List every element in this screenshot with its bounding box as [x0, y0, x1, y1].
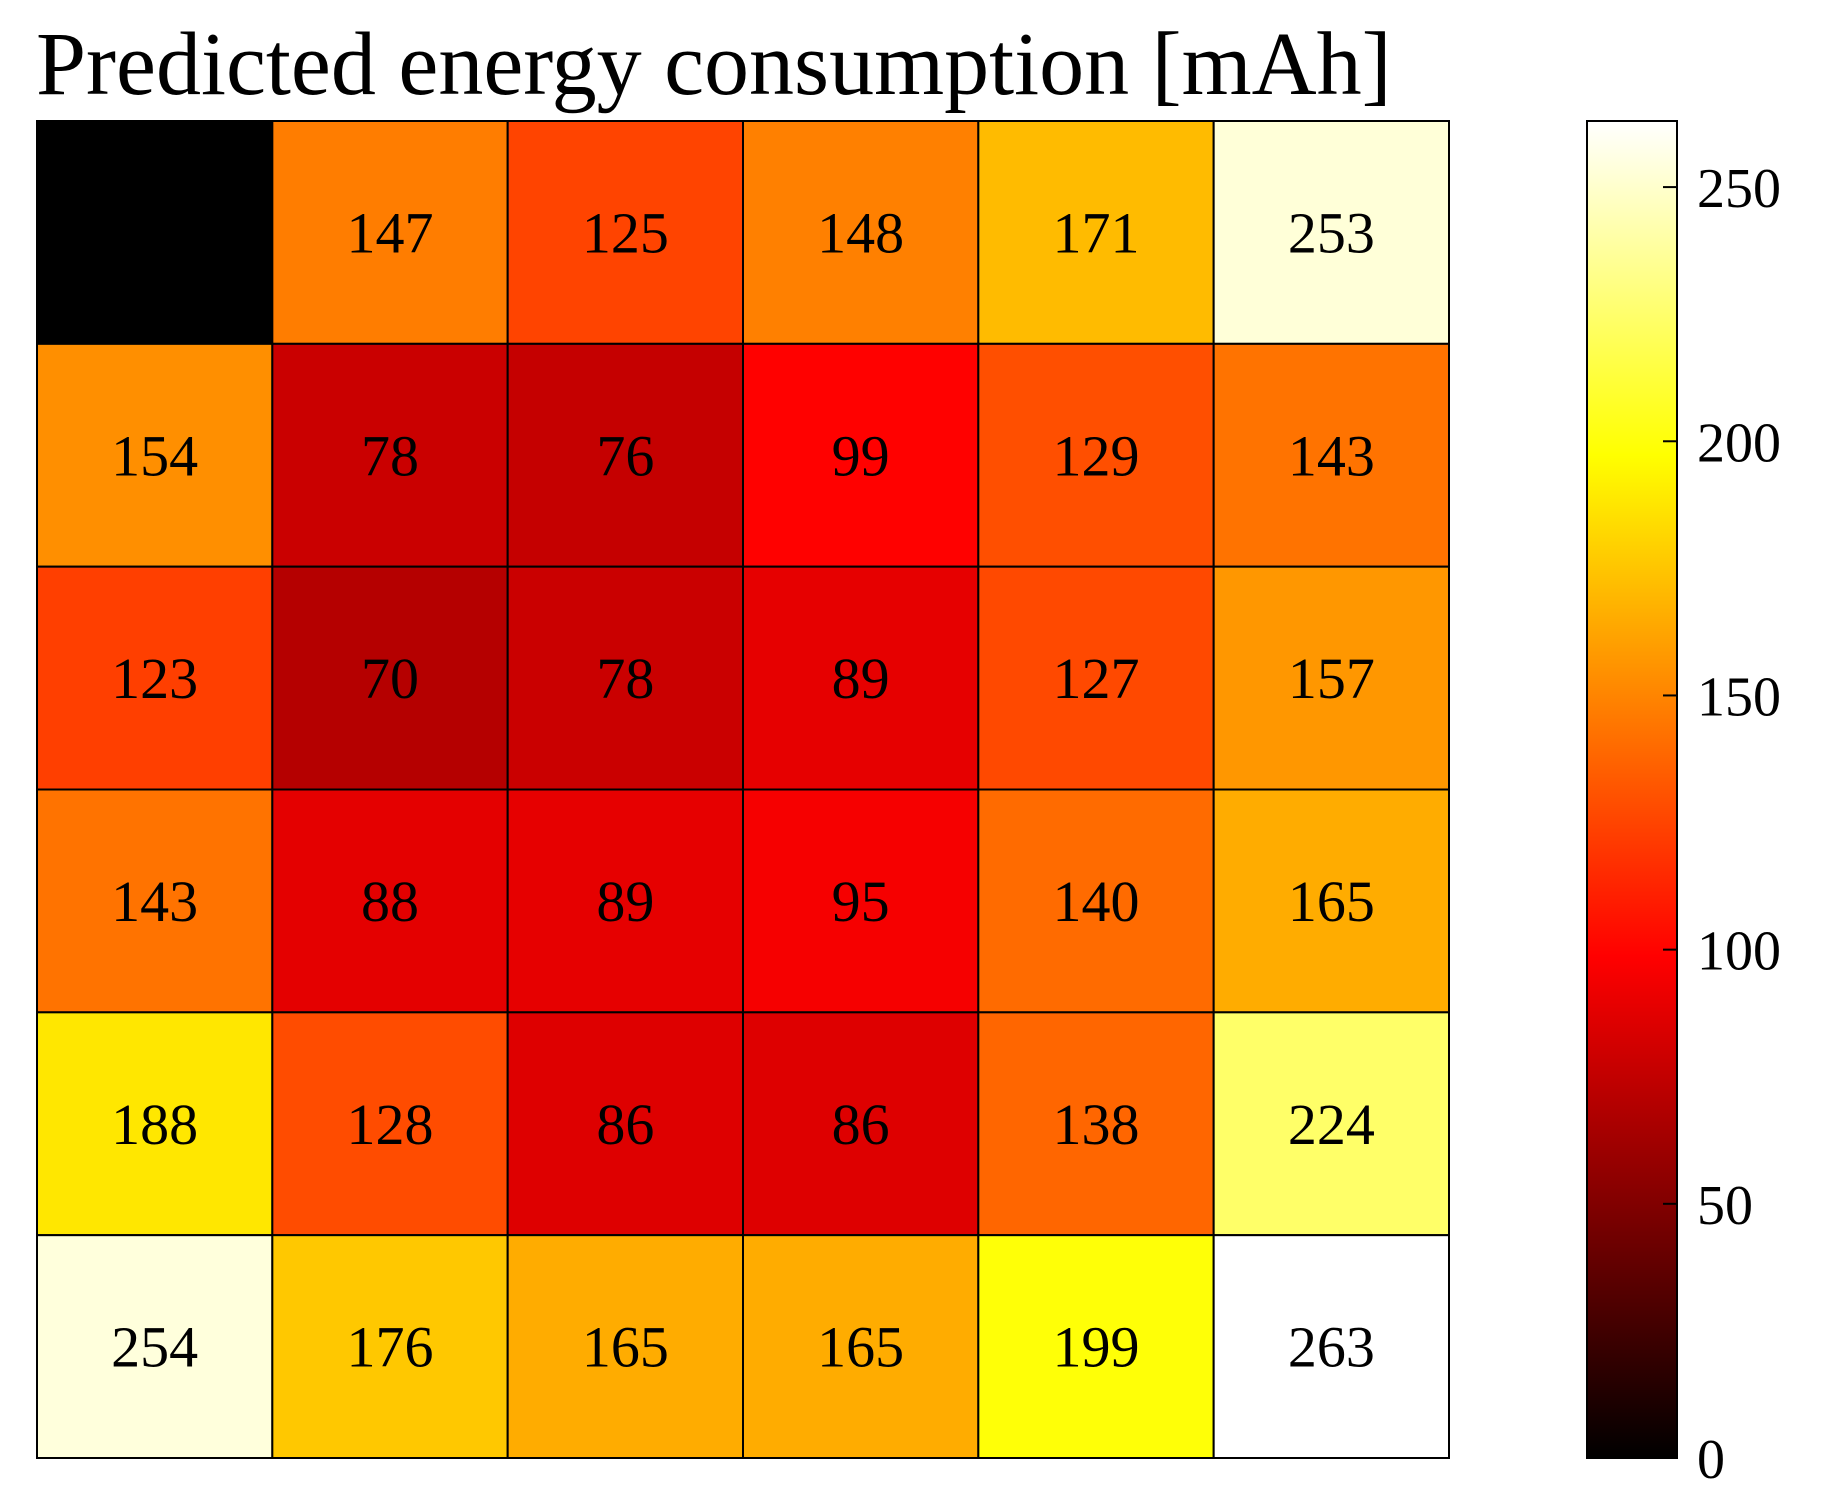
- heatmap-cell-r5-c1: [36, 1011, 274, 1237]
- heatmap-cell-r3-c1: [36, 565, 274, 791]
- heatmap-cell-labels: 147 125 148 171 253 154 78 76 99 129 143 123 70 78 89 1…: [111, 200, 1375, 1379]
- heatmap-cell-r4-c2: [271, 788, 509, 1014]
- colorbar-ticks: 0 50 100 150 200 250: [1663, 158, 1781, 1491]
- heatmap-cell-r6-c2: [271, 1234, 509, 1459]
- cell-label-r1-c2: 147: [347, 200, 434, 265]
- cell-label-r6-c2: 176: [347, 1315, 434, 1380]
- heatmap-cell-r6-c1: [36, 1234, 274, 1459]
- heatmap-cell-r6-c5: [977, 1234, 1215, 1459]
- cell-label-r6-c5: 199: [1053, 1315, 1140, 1380]
- heatmap-cell-r2-c5: [977, 342, 1215, 568]
- heatmap-cell-r4-c5: [977, 788, 1215, 1014]
- cell-label-r1-c5: 171: [1053, 200, 1140, 265]
- cell-label-r2-c3: 76: [596, 423, 654, 488]
- cell-label-r5-c1: 188: [111, 1092, 198, 1157]
- colorbar-tick-label-150: 150: [1697, 666, 1781, 728]
- heatmap-cell-r2-c2: [271, 342, 509, 568]
- cell-label-r1-c4: 148: [817, 200, 904, 265]
- heatmap-cell-r3-c4: [742, 565, 980, 791]
- heatmap-cell-r5-c3: [506, 1011, 744, 1237]
- colorbar-tick-label-200: 200: [1697, 412, 1781, 474]
- colorbar-tick-label-0: 0: [1697, 1429, 1725, 1491]
- cell-label-r3-c6: 157: [1288, 646, 1375, 711]
- heatmap-cell-r4-c4: [742, 788, 980, 1014]
- cell-label-r2-c1: 154: [111, 423, 198, 488]
- cell-label-r4-c3: 89: [596, 869, 654, 934]
- cell-label-r3-c3: 78: [596, 646, 654, 711]
- heatmap-cell-r2-c3: [506, 342, 744, 568]
- heatmap-cell-r1-c4: [742, 120, 980, 345]
- cell-label-r2-c4: 99: [832, 423, 890, 488]
- heatmap-cell-r6-c6: [1212, 1234, 1450, 1459]
- heatmap-cell-r2-c4: [742, 342, 980, 568]
- cell-label-r6-c6: 263: [1288, 1315, 1375, 1380]
- heatmap-cell-r1-c5: [977, 120, 1215, 345]
- cell-label-r6-c4: 165: [817, 1315, 904, 1380]
- cell-label-r5-c5: 138: [1053, 1092, 1140, 1157]
- colorbar: [1586, 120, 1678, 1459]
- heatmap-cell-r5-c6: [1212, 1011, 1450, 1237]
- cell-label-r6-c1: 254: [111, 1315, 198, 1380]
- cell-label-r3-c4: 89: [832, 646, 890, 711]
- cell-label-r5-c2: 128: [347, 1092, 434, 1157]
- cell-label-r3-c2: 70: [361, 646, 419, 711]
- cell-label-r5-c3: 86: [596, 1092, 654, 1157]
- cell-label-r2-c6: 143: [1288, 423, 1375, 488]
- cell-label-r4-c6: 165: [1288, 869, 1375, 934]
- heatmap-cell-r4-c1: [36, 788, 274, 1014]
- colorbar-tick-label-50: 50: [1697, 1175, 1753, 1237]
- cell-label-r2-c2: 78: [361, 423, 419, 488]
- cell-label-r1-c6: 253: [1288, 200, 1375, 265]
- cell-label-r4-c5: 140: [1053, 869, 1140, 934]
- cell-label-r3-c1: 123: [111, 646, 198, 711]
- cell-label-r5-c6: 224: [1288, 1092, 1375, 1157]
- cell-label-r2-c5: 129: [1053, 423, 1140, 488]
- cell-label-r4-c2: 88: [361, 869, 419, 934]
- heatmap-cell-r4-c6: [1212, 788, 1450, 1014]
- chart-title: Predicted energy consumption [mAh]: [36, 15, 1392, 114]
- heatmap-cell-r5-c2: [271, 1011, 509, 1237]
- heatmap-cell-r6-c4: [742, 1234, 980, 1459]
- colorbar-tick-label-250: 250: [1697, 158, 1781, 220]
- cell-label-r6-c3: 165: [582, 1315, 669, 1380]
- heatmap-cells: [36, 120, 1450, 1459]
- cell-label-r3-c5: 127: [1053, 646, 1140, 711]
- heatmap-cell-r4-c3: [506, 788, 744, 1014]
- heatmap-cell-r1-c2: [271, 120, 509, 345]
- heatmap-cell-r3-c5: [977, 565, 1215, 791]
- heatmap-cell-r3-c2: [271, 565, 509, 791]
- heatmap-cell-r1-c1: [36, 120, 274, 345]
- plot-frame: [36, 120, 1450, 1459]
- cell-label-r1-c3: 125: [582, 200, 669, 265]
- cell-label-r4-c4: 95: [832, 869, 890, 934]
- heatmap-cell-r3-c3: [506, 565, 744, 791]
- cell-label-r4-c1: 143: [111, 869, 198, 934]
- colorbar-tick-label-100: 100: [1697, 921, 1781, 983]
- heatmap-cell-r3-c6: [1212, 565, 1450, 791]
- cell-label-r5-c4: 86: [832, 1092, 890, 1157]
